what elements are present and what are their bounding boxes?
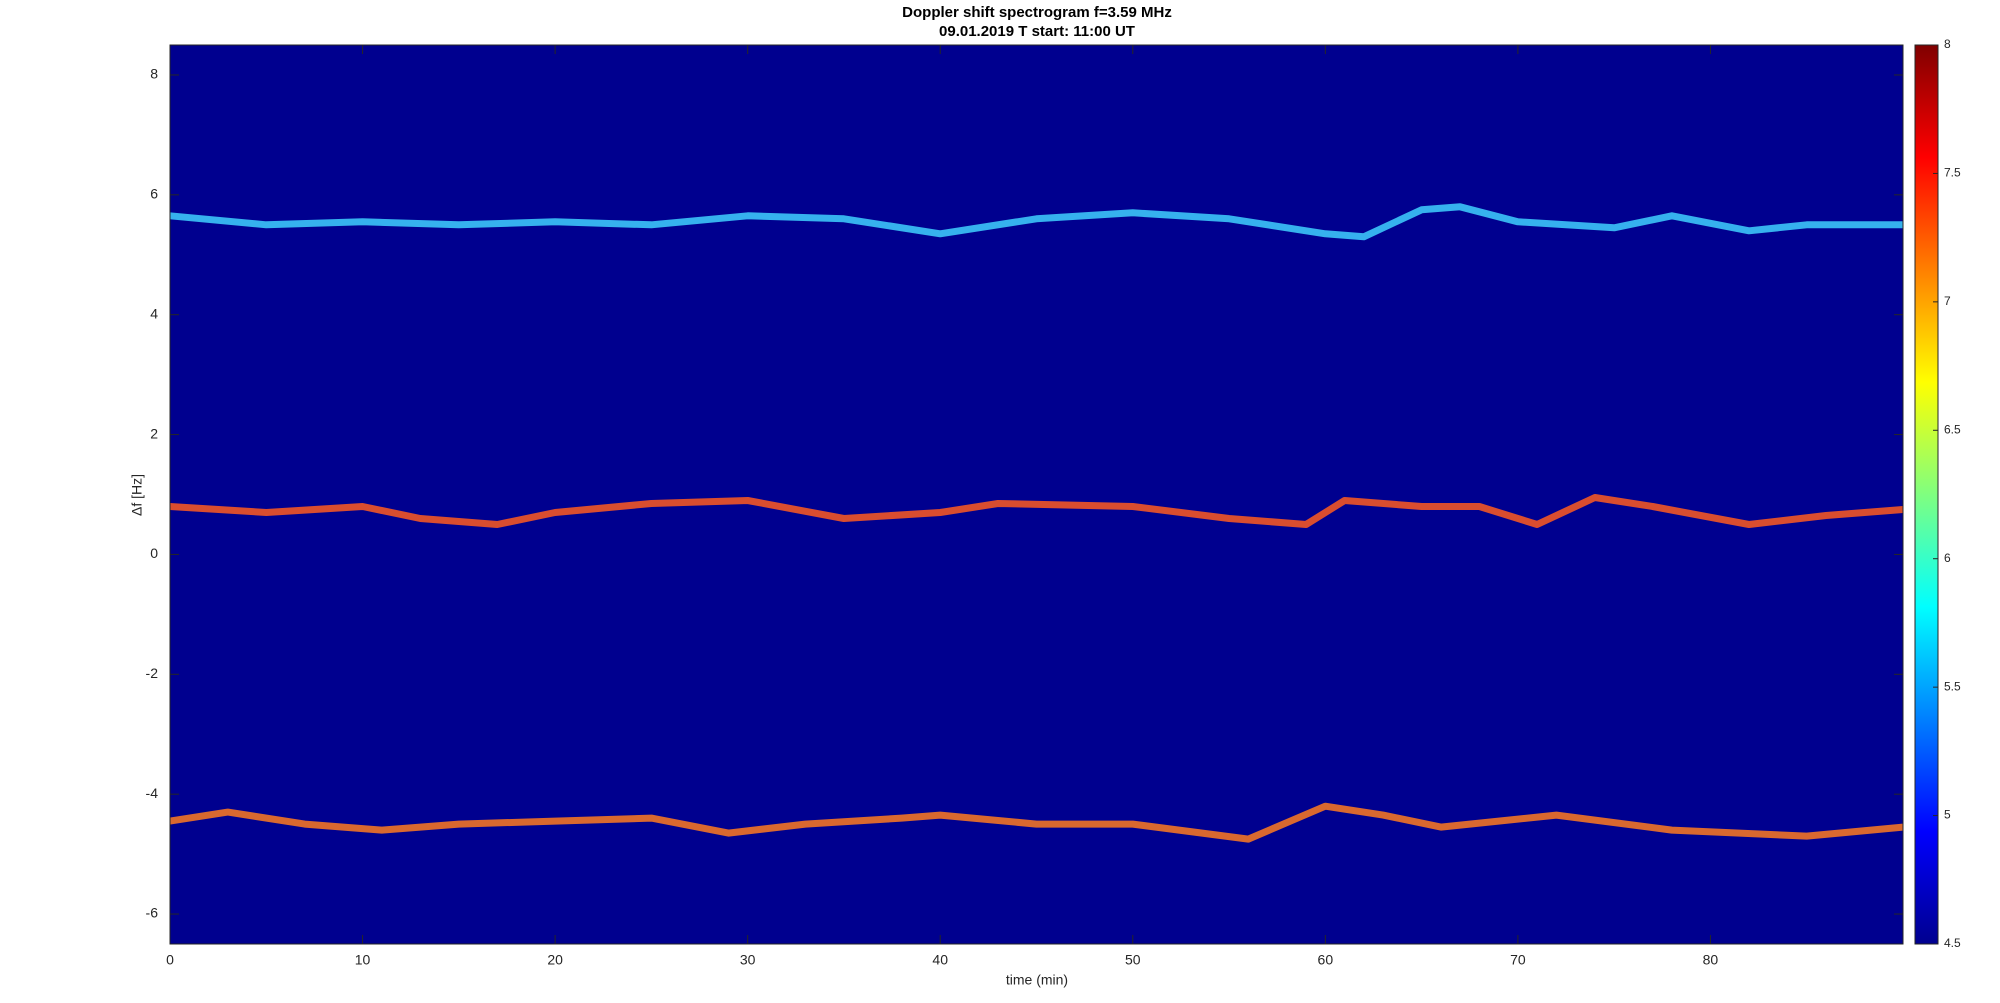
colorbar <box>1914 44 1939 945</box>
y-axis-label: Δf [Hz] <box>129 474 145 516</box>
x-axis-label: time (min) <box>1006 972 1068 988</box>
x-tick-label: 40 <box>932 952 948 968</box>
axes-box <box>169 44 1904 945</box>
doppler-trace <box>169 802 1904 843</box>
plot-background <box>170 45 1903 944</box>
chart-subtitle: 09.01.2019 T start: 11:00 UT <box>939 23 1135 40</box>
chart-title: Doppler shift spectrogram f=3.59 MHz <box>902 4 1172 21</box>
colorbar-tick-label: 5 <box>1944 808 1951 822</box>
y-tick-label: 6 <box>150 186 158 202</box>
doppler-trace <box>169 203 1903 241</box>
y-tick-label: 0 <box>150 545 158 561</box>
y-tick-label: -2 <box>146 665 159 681</box>
doppler-trace <box>169 494 1904 528</box>
y-tick-label: 2 <box>150 425 158 441</box>
x-tick-label: 0 <box>166 952 174 968</box>
colorbar-tick-label: 4.5 <box>1944 936 1961 950</box>
colorbar-tick-label: 5.5 <box>1944 679 1961 693</box>
y-tick-label: -6 <box>146 905 159 921</box>
y-tick-label: -4 <box>146 785 159 801</box>
x-tick-label: 70 <box>1510 952 1526 968</box>
x-tick-label: 30 <box>740 952 756 968</box>
y-tick-label: 8 <box>150 66 158 82</box>
x-tick-label: 50 <box>1125 952 1141 968</box>
colorbar-tick-label: 7 <box>1944 294 1951 308</box>
x-tick-label: 80 <box>1703 952 1719 968</box>
colorbar-tick-label: 6.5 <box>1944 422 1961 436</box>
x-tick-label: 60 <box>1318 952 1334 968</box>
colorbar-tick-label: 7.5 <box>1944 166 1961 180</box>
x-tick-label: 20 <box>547 952 563 968</box>
x-tick-label: 10 <box>355 952 371 968</box>
colorbar-tick-label: 6 <box>1944 551 1951 565</box>
colorbar-tick-label: 8 <box>1944 37 1951 51</box>
y-tick-label: 4 <box>150 305 158 321</box>
